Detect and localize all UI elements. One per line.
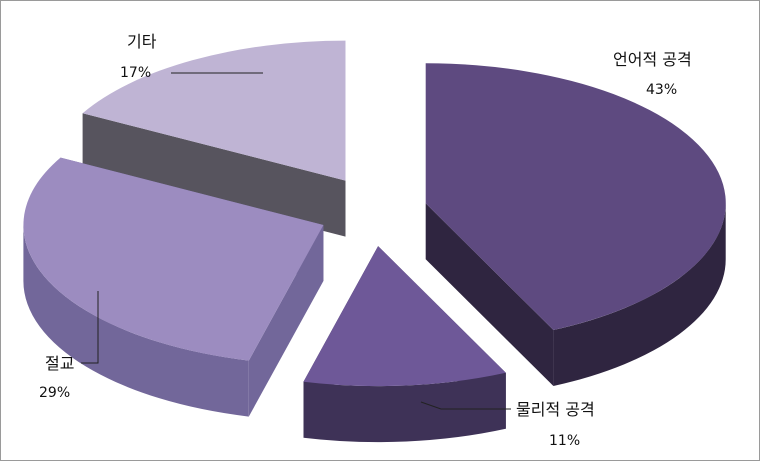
slice-label-verbal: 언어적 공격 (613, 50, 692, 69)
pie-slice-top-verbal (425, 63, 726, 331)
slice-value-etc: 17% (120, 65, 151, 81)
pie-slice-physical (303, 246, 506, 443)
slice-value-physical: 11% (549, 433, 580, 449)
leader-line-physical (420, 401, 511, 410)
pie-slice-top-etc (82, 40, 346, 181)
pie-slice-etc (82, 40, 346, 237)
slice-label-physical: 물리적 공격 (516, 400, 595, 419)
pie-slice-side-breakup (23, 225, 249, 417)
slice-label-etc: 기타 (127, 32, 157, 51)
pie-slice-side-physical (303, 372, 506, 443)
leader-line-breakup (81, 291, 99, 364)
pie-slice-top-physical (303, 246, 506, 387)
pie-slice-verbal (425, 63, 726, 386)
slice-label-breakup: 절교 (45, 354, 74, 373)
slice-value-verbal: 43% (646, 82, 677, 98)
pie-slice-cut-breakup-0 (248, 225, 324, 417)
pie-slices (23, 40, 726, 443)
slice-value-breakup: 29% (39, 385, 70, 401)
pie-slice-side-verbal (553, 203, 726, 386)
pie-slice-cut-verbal-1 (425, 203, 554, 386)
pie-slice-cut-etc-0 (82, 113, 346, 237)
